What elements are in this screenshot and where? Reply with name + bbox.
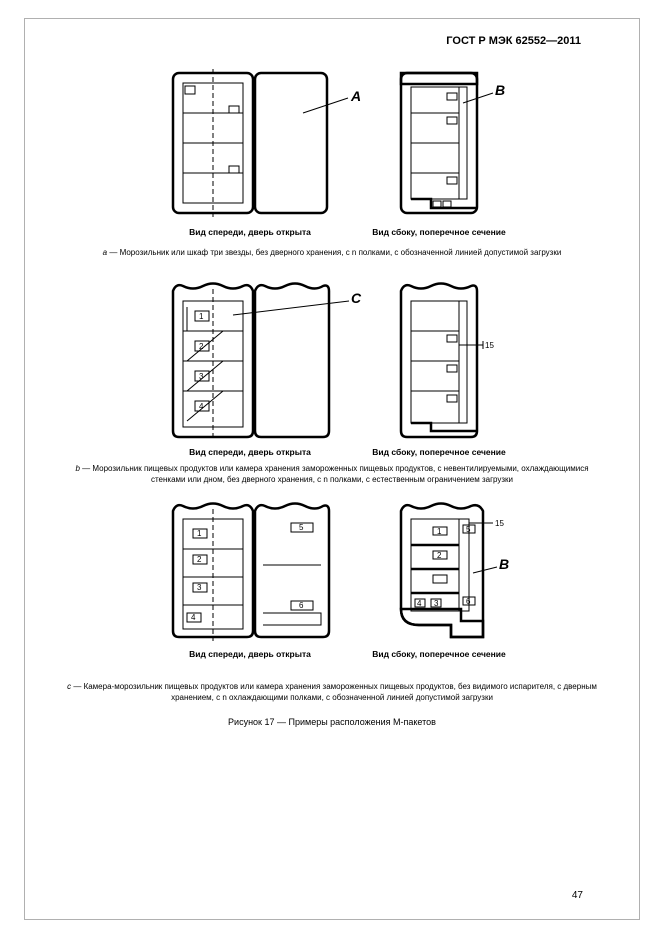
svg-text:3: 3 bbox=[434, 599, 439, 608]
svg-text:4: 4 bbox=[417, 599, 422, 608]
svg-text:1: 1 bbox=[197, 529, 202, 538]
caption-b-right: Вид сбоку, поперечное сечение bbox=[372, 447, 506, 457]
svg-text:1: 1 bbox=[437, 527, 442, 536]
caption-a-left: Вид спереди, дверь открыта bbox=[189, 227, 311, 237]
svg-text:1: 1 bbox=[199, 312, 204, 321]
label-a: A bbox=[350, 88, 361, 104]
svg-text:2: 2 bbox=[437, 551, 442, 560]
desc-a: a — Морозильник или шкаф три звезды, без… bbox=[65, 247, 599, 258]
figure-caption: Рисунок 17 — Примеры расположения М-паке… bbox=[25, 717, 639, 727]
caption-c-right: Вид сбоку, поперечное сечение bbox=[372, 649, 506, 659]
label-b-c: B bbox=[499, 556, 509, 572]
label-c: C bbox=[351, 290, 362, 306]
caption-c-left: Вид спереди, дверь открыта bbox=[189, 649, 311, 659]
figure-row-c: 1 2 3 4 5 6 bbox=[25, 497, 639, 727]
svg-text:5: 5 bbox=[299, 523, 304, 532]
svg-text:4: 4 bbox=[191, 613, 196, 622]
svg-text:4: 4 bbox=[199, 402, 204, 411]
page-number: 47 bbox=[572, 890, 583, 901]
diagram-b: 1 2 3 4 C bbox=[25, 273, 639, 459]
svg-text:6: 6 bbox=[299, 601, 304, 610]
figure-row-b: 1 2 3 4 C bbox=[25, 273, 639, 485]
svg-text:2: 2 bbox=[197, 555, 202, 564]
dim-15-c: 15 bbox=[495, 519, 504, 528]
svg-text:2: 2 bbox=[199, 342, 204, 351]
diagram-a: A bbox=[25, 63, 639, 243]
diagram-c: 1 2 3 4 5 6 bbox=[25, 497, 639, 667]
desc-b: b — Морозильник пищевых продуктов или ка… bbox=[65, 463, 599, 485]
doc-header: ГОСТ Р МЭК 62552—2011 bbox=[446, 35, 581, 47]
svg-text:6: 6 bbox=[466, 597, 471, 606]
caption-a-right: Вид сбоку, поперечное сечение bbox=[372, 227, 506, 237]
page: ГОСТ Р МЭК 62552—2011 bbox=[24, 18, 640, 920]
svg-text:3: 3 bbox=[197, 583, 202, 592]
label-b: B bbox=[495, 82, 505, 98]
caption-b-left: Вид спереди, дверь открыта bbox=[189, 447, 311, 457]
svg-text:3: 3 bbox=[199, 372, 204, 381]
figure-row-a: A bbox=[25, 63, 639, 258]
dim-15-b: 15 bbox=[485, 341, 494, 350]
desc-c: c — Камера-морозильник пищевых продуктов… bbox=[65, 681, 599, 703]
svg-text:5: 5 bbox=[466, 525, 471, 534]
